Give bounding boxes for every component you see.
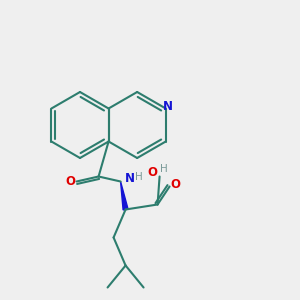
Text: H: H [135,172,142,182]
Text: H: H [160,164,167,173]
Text: N: N [163,100,173,113]
Text: O: O [171,178,181,191]
Polygon shape [121,182,128,210]
Text: N: N [124,172,135,185]
Text: O: O [66,175,76,188]
Text: O: O [148,166,158,179]
